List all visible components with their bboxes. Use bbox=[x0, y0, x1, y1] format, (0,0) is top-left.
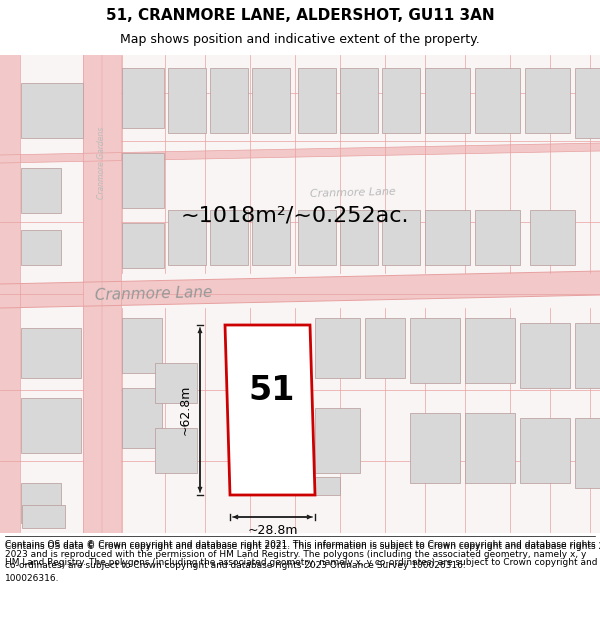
Bar bbox=[465, 318, 515, 383]
Bar bbox=[340, 210, 378, 265]
Text: HM Land Registry. The polygons (including the associated geometry, namely x, y c: HM Land Registry. The polygons (includin… bbox=[5, 558, 600, 567]
Text: Contains OS data © Crown copyright and database right 2021. This information is : Contains OS data © Crown copyright and d… bbox=[5, 542, 600, 551]
Bar bbox=[155, 428, 197, 473]
Bar bbox=[340, 68, 378, 133]
Polygon shape bbox=[0, 271, 600, 308]
Text: 51: 51 bbox=[248, 374, 295, 406]
Bar bbox=[210, 68, 248, 133]
Text: Map shows position and indicative extent of the property.: Map shows position and indicative extent… bbox=[120, 33, 480, 46]
Bar bbox=[382, 210, 420, 265]
Bar bbox=[122, 388, 162, 448]
Bar bbox=[83, 55, 121, 533]
Bar bbox=[168, 210, 206, 265]
Bar bbox=[575, 418, 600, 488]
Bar bbox=[315, 408, 360, 473]
Text: 100026316.: 100026316. bbox=[5, 574, 59, 583]
Polygon shape bbox=[0, 143, 600, 163]
Bar bbox=[525, 68, 570, 133]
Bar bbox=[575, 68, 600, 138]
Text: Cranmore Lane: Cranmore Lane bbox=[310, 187, 396, 199]
Bar bbox=[21, 83, 83, 138]
Bar bbox=[252, 210, 290, 265]
Bar bbox=[410, 318, 460, 383]
Bar bbox=[298, 210, 336, 265]
Polygon shape bbox=[225, 325, 315, 495]
Bar bbox=[21, 483, 61, 523]
Bar bbox=[530, 210, 575, 265]
Text: Cranmore Gardens: Cranmore Gardens bbox=[97, 127, 107, 199]
Bar bbox=[382, 68, 420, 133]
Bar bbox=[252, 68, 290, 133]
Bar bbox=[475, 210, 520, 265]
Text: 51, CRANMORE LANE, ALDERSHOT, GU11 3AN: 51, CRANMORE LANE, ALDERSHOT, GU11 3AN bbox=[106, 8, 494, 23]
Bar bbox=[168, 68, 206, 133]
Bar bbox=[21, 328, 81, 378]
Bar bbox=[21, 398, 81, 453]
Bar bbox=[122, 153, 164, 208]
Bar bbox=[210, 210, 248, 265]
Bar bbox=[465, 413, 515, 483]
Text: ~1018m²/~0.252ac.: ~1018m²/~0.252ac. bbox=[181, 205, 409, 225]
Text: ~28.8m: ~28.8m bbox=[247, 524, 298, 538]
Bar bbox=[298, 68, 336, 133]
Bar bbox=[475, 68, 520, 133]
Bar bbox=[122, 318, 162, 373]
Bar bbox=[21, 230, 61, 265]
Bar bbox=[520, 323, 570, 388]
Text: Cranmore Lane: Cranmore Lane bbox=[95, 285, 213, 303]
Bar bbox=[122, 68, 164, 128]
Text: Contains OS data © Crown copyright and database right 2021. This information is : Contains OS data © Crown copyright and d… bbox=[5, 540, 596, 570]
Bar bbox=[122, 223, 164, 268]
Bar bbox=[425, 210, 470, 265]
Text: ~62.8m: ~62.8m bbox=[179, 385, 191, 435]
Bar bbox=[365, 318, 405, 378]
Bar bbox=[0, 55, 20, 533]
Bar bbox=[315, 477, 340, 495]
Bar bbox=[21, 168, 61, 213]
Bar bbox=[425, 68, 470, 133]
Bar bbox=[315, 318, 360, 378]
Bar bbox=[410, 413, 460, 483]
Bar bbox=[155, 363, 197, 403]
Bar bbox=[520, 418, 570, 483]
Polygon shape bbox=[22, 505, 65, 528]
Bar bbox=[575, 323, 600, 388]
